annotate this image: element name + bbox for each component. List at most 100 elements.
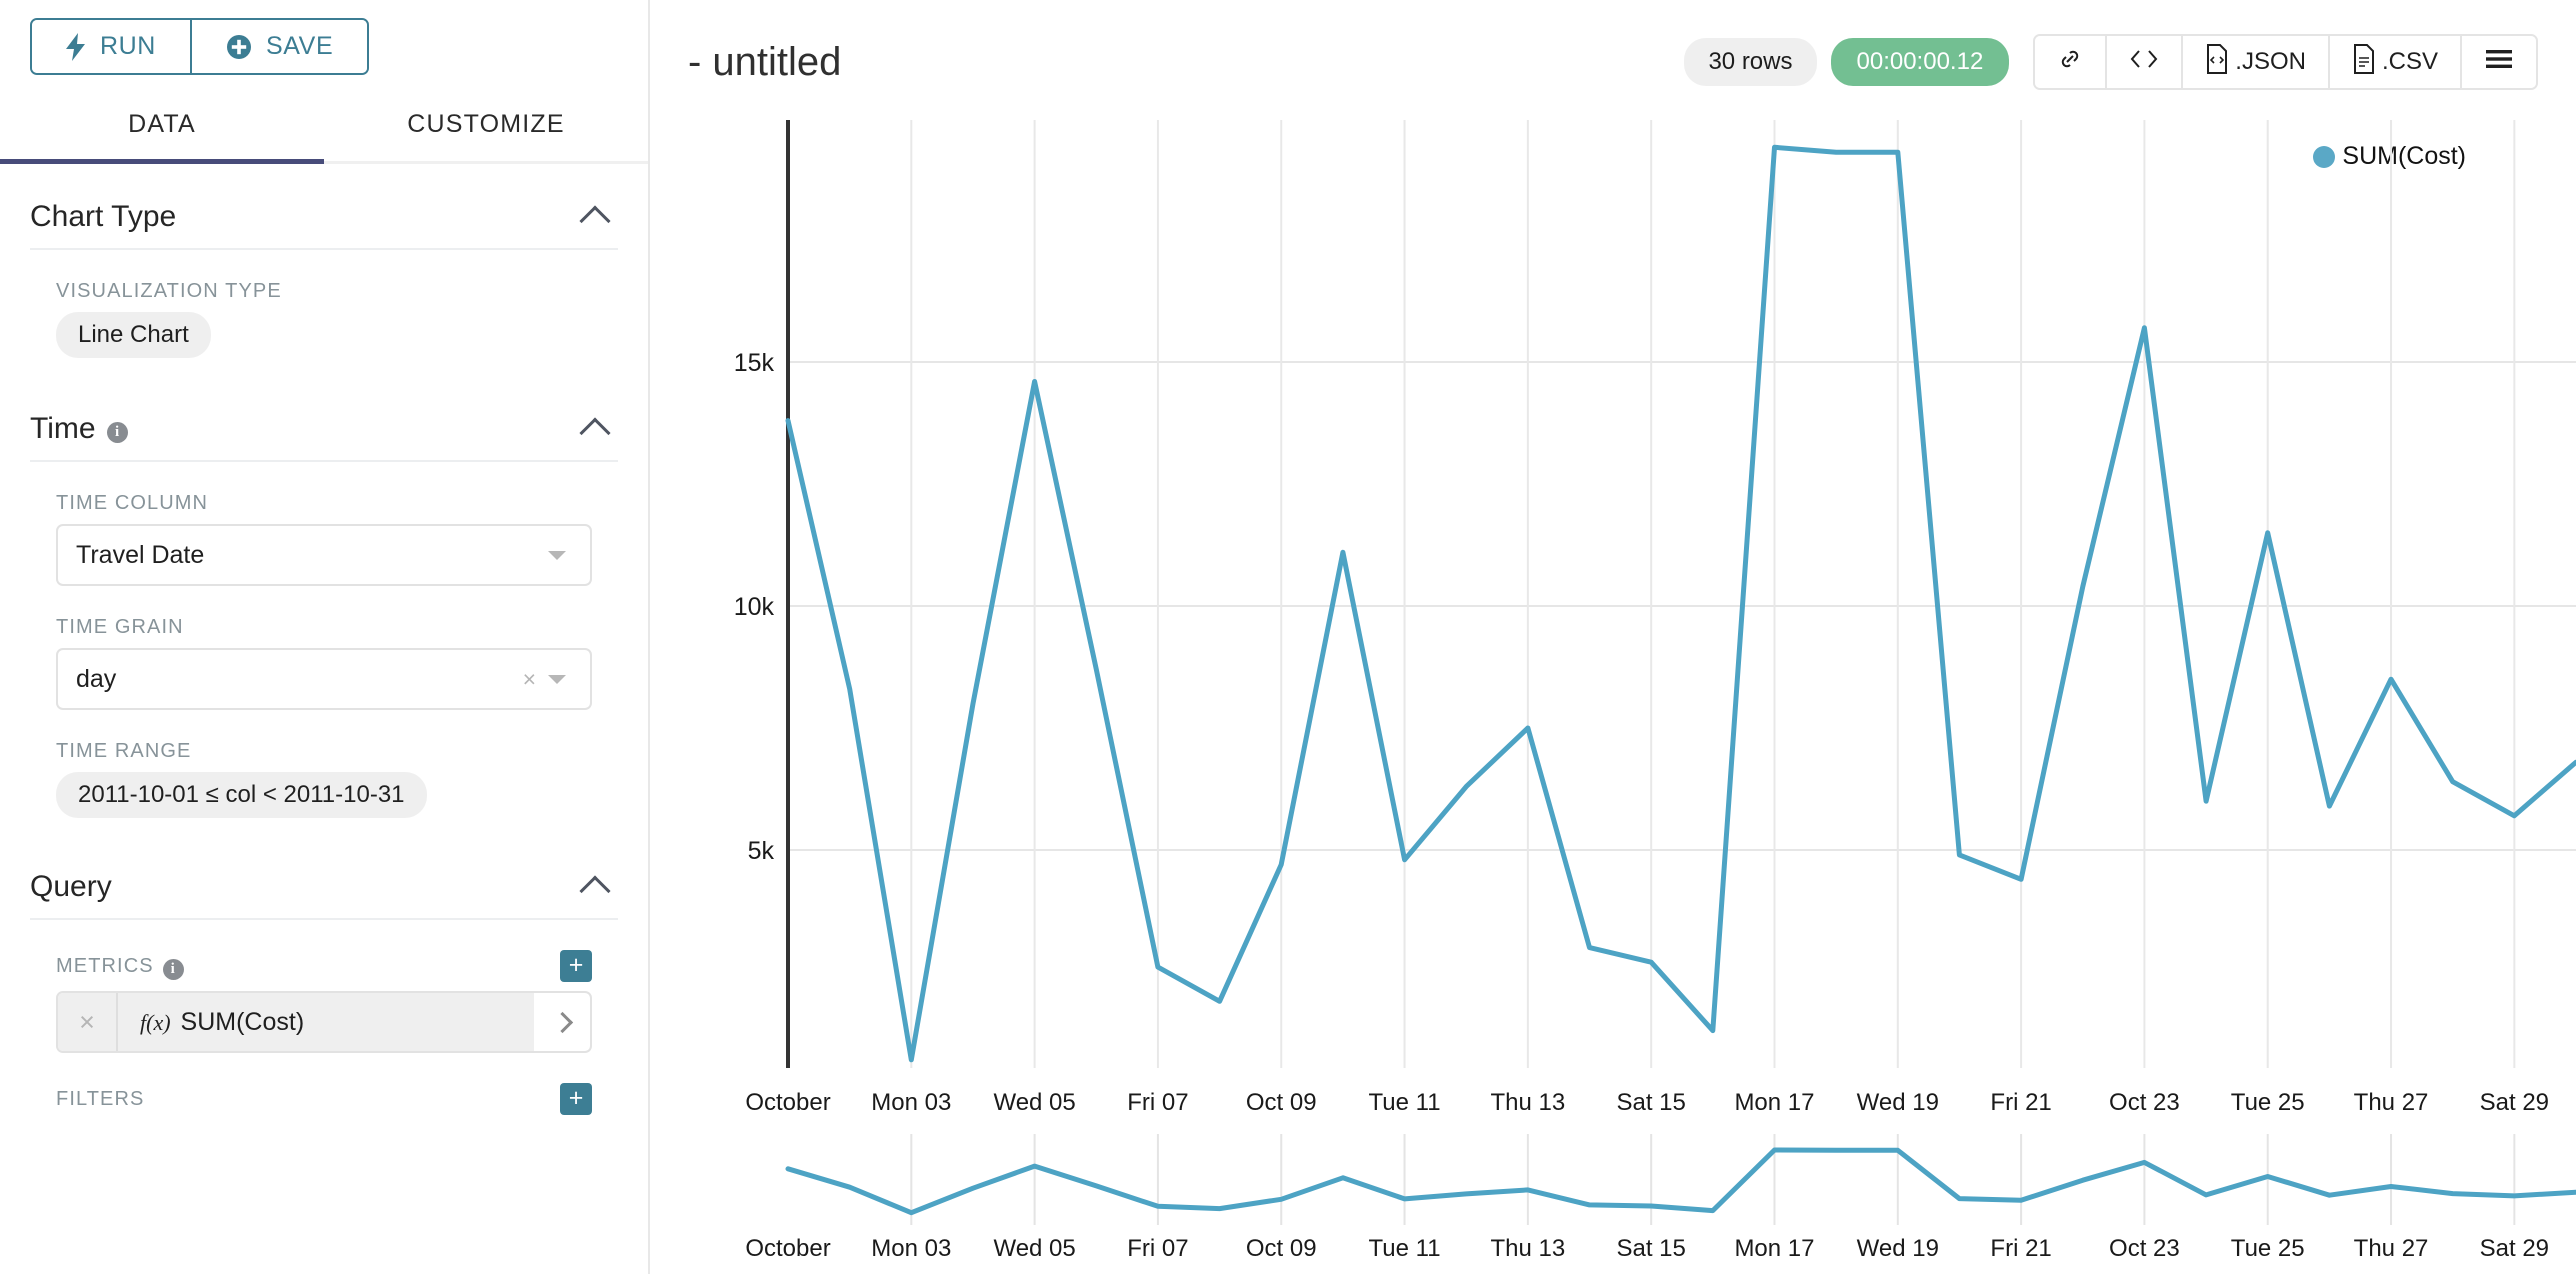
svg-text:Tue 11: Tue 11	[1369, 1089, 1441, 1116]
panel-body: Chart Type VISUALIZATION TYPE Line Chart…	[0, 164, 648, 1115]
chevron-down-icon	[548, 550, 566, 560]
remove-metric-icon[interactable]: ×	[79, 1006, 95, 1037]
section-title-query-label: Query	[30, 870, 112, 903]
time-column-select[interactable]: Travel Date	[56, 524, 592, 586]
time-column-value: Travel Date	[76, 540, 205, 569]
filters-label-wrap: FILTERS	[56, 1088, 144, 1111]
link-icon	[2057, 46, 2083, 79]
svg-text:Oct 09: Oct 09	[1246, 1089, 1317, 1116]
svg-text:10k: 10k	[734, 593, 775, 621]
svg-text:Tue 25: Tue 25	[2231, 1089, 2305, 1116]
save-button-label: SAVE	[265, 32, 334, 60]
metric-value: SUM(Cost)	[180, 1007, 305, 1036]
svg-text:Mon 17: Mon 17	[1734, 1235, 1814, 1262]
section-title-query: Query	[30, 870, 112, 904]
panel-tabs: DATA CUSTOMIZE	[0, 97, 648, 164]
svg-text:Wed 05: Wed 05	[993, 1089, 1075, 1116]
svg-text:5k: 5k	[748, 837, 775, 865]
svg-text:Sat 15: Sat 15	[1616, 1235, 1685, 1262]
chart-header-actions: 30 rows 00:00:00.12	[1684, 34, 2538, 90]
share-link-button[interactable]	[2035, 36, 2106, 88]
control-panel: RUN SAVE DATA CUSTOMIZE	[0, 0, 650, 1274]
tab-customize-label: CUSTOMIZE	[407, 110, 565, 138]
filters-label: FILTERS	[56, 1087, 145, 1110]
csv-file-icon	[2352, 43, 2376, 81]
svg-text:Wed 19: Wed 19	[1857, 1235, 1939, 1262]
time-grain-label: TIME GRAIN	[56, 616, 184, 638]
add-metric-button[interactable]: +	[560, 950, 592, 982]
section-header-chart-type[interactable]: Chart Type	[30, 164, 618, 250]
embed-code-button[interactable]	[2105, 36, 2182, 88]
section-header-query[interactable]: Query	[30, 818, 618, 920]
chart-legend[interactable]: SUM(Cost)	[2313, 142, 2466, 171]
chevron-up-icon	[579, 875, 611, 907]
tab-customize[interactable]: CUSTOMIZE	[324, 97, 648, 161]
section-title-chart-type-label: Chart Type	[30, 200, 177, 233]
field-time-column: TIME COLUMN Travel Date	[30, 492, 618, 586]
hamburger-icon	[2484, 47, 2514, 78]
field-visualization-type: VISUALIZATION TYPE Line Chart	[30, 280, 618, 358]
more-menu-button[interactable]	[2460, 36, 2536, 88]
run-save-button-group: RUN SAVE	[30, 18, 370, 75]
metrics-label-wrap: METRICS i	[56, 954, 184, 980]
section-header-time[interactable]: Time i	[30, 358, 618, 462]
export-json-button[interactable]: .JSON	[2181, 36, 2328, 88]
svg-text:15k: 15k	[734, 349, 775, 377]
json-file-icon	[2205, 43, 2229, 81]
svg-text:Fri 07: Fri 07	[1127, 1089, 1188, 1116]
svg-text:Sat 29: Sat 29	[2480, 1235, 2549, 1262]
info-icon[interactable]: i	[106, 421, 128, 443]
section-title-chart-type: Chart Type	[30, 200, 176, 234]
svg-text:Wed 19: Wed 19	[1857, 1089, 1939, 1116]
chart-header: - untitled 30 rows 00:00:00.12	[650, 0, 2576, 100]
page-title[interactable]: - untitled	[688, 39, 842, 84]
section-title-time: Time i	[30, 412, 128, 446]
field-filters: FILTERS +	[30, 1083, 618, 1115]
chart-panel: - untitled 30 rows 00:00:00.12	[650, 0, 2576, 1274]
metric-chip: × f(x) SUM(Cost)	[58, 993, 534, 1051]
plus-circle-icon	[226, 34, 252, 60]
svg-text:Tue 25: Tue 25	[2231, 1235, 2305, 1262]
metric-item[interactable]: × f(x) SUM(Cost)	[56, 991, 592, 1053]
export-csv-button[interactable]: .CSV	[2327, 36, 2460, 88]
run-button-label: RUN	[100, 32, 156, 60]
bolt-icon	[66, 32, 86, 61]
svg-text:Oct 09: Oct 09	[1246, 1235, 1317, 1262]
time-grain-value: day	[76, 664, 117, 693]
action-bar: RUN SAVE	[0, 0, 648, 75]
field-time-grain: TIME GRAIN day ×	[30, 616, 618, 710]
divider	[116, 993, 118, 1051]
metrics-label: METRICS	[56, 954, 154, 977]
svg-text:Thu 27: Thu 27	[2354, 1089, 2429, 1116]
run-button[interactable]: RUN	[32, 20, 190, 73]
expand-metric-button[interactable]	[534, 1011, 590, 1033]
chevron-down-icon	[548, 674, 566, 684]
time-range-label: TIME RANGE	[56, 740, 192, 762]
chevron-right-icon	[551, 1011, 573, 1033]
clear-icon[interactable]: ×	[522, 665, 536, 692]
visualization-type-value[interactable]: Line Chart	[56, 312, 211, 358]
legend-label: SUM(Cost)	[2342, 142, 2466, 170]
plot-area: 5k 10k 15k October Mon 03 Wed 05 Fri 07 Oct 09 T…	[650, 0, 2576, 1274]
svg-text:October: October	[745, 1089, 830, 1116]
save-button[interactable]: SAVE	[189, 20, 368, 73]
time-column-label: TIME COLUMN	[56, 492, 209, 514]
svg-text:Mon 03: Mon 03	[871, 1235, 951, 1262]
svg-text:Fri 07: Fri 07	[1127, 1235, 1188, 1262]
svg-text:Wed 05: Wed 05	[993, 1235, 1075, 1262]
svg-text:October: October	[745, 1235, 830, 1262]
visualization-type-label: VISUALIZATION TYPE	[56, 280, 282, 302]
line-chart-svg[interactable]: 5k 10k 15k October Mon 03 Wed 05 Fri 07 Oct 09 T…	[650, 0, 2576, 1274]
export-button-group: .JSON .CSV	[2033, 34, 2538, 90]
field-metrics: METRICS i + × f(x) SUM(Cost)	[30, 950, 618, 1053]
section-title-time-label: Time	[30, 412, 96, 445]
info-icon[interactable]: i	[162, 958, 184, 980]
legend-color-swatch	[2313, 145, 2336, 168]
time-range-value[interactable]: 2011-10-01 ≤ col < 2011-10-31	[56, 772, 427, 818]
tab-data[interactable]: DATA	[0, 97, 324, 164]
add-filter-button[interactable]: +	[560, 1083, 592, 1115]
filters-label-row: FILTERS +	[56, 1083, 592, 1115]
svg-text:Fri 21: Fri 21	[1990, 1089, 2051, 1116]
svg-text:Thu 27: Thu 27	[2354, 1235, 2429, 1262]
time-grain-select[interactable]: day ×	[56, 648, 592, 710]
